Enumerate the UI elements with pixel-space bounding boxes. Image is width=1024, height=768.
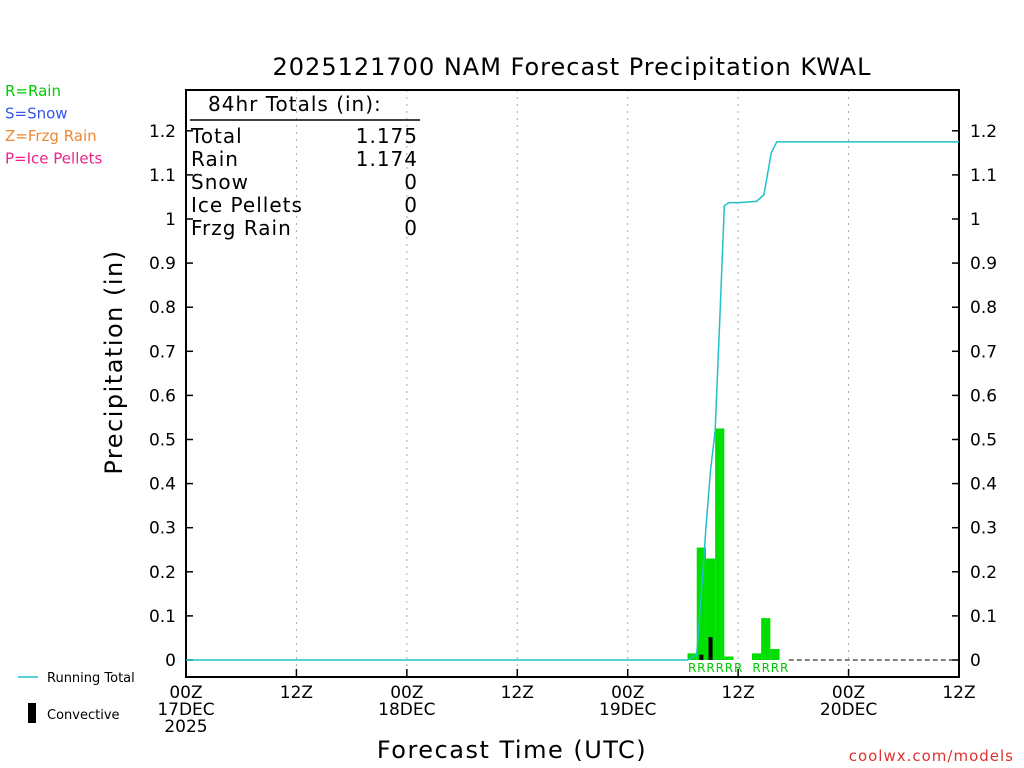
y-tick-label-right: 1 bbox=[970, 210, 981, 230]
y-tick-label: 0.9 bbox=[149, 254, 176, 274]
x-tick-label: 2025 bbox=[164, 717, 207, 737]
x-tick-label: 17DEC bbox=[157, 700, 214, 720]
y-tick-label-right: 0.6 bbox=[970, 386, 997, 406]
precip-type-label: R bbox=[771, 661, 779, 675]
y-tick-label: 0.1 bbox=[149, 607, 176, 627]
precip-type-label: R bbox=[725, 661, 733, 675]
running-total-series bbox=[186, 141, 959, 661]
precip-type-label: R bbox=[688, 661, 696, 675]
totals-row-label: Ice Pellets bbox=[191, 193, 303, 217]
precip-type-label: R bbox=[752, 661, 760, 675]
totals-rows: Total 1.175 Rain 1.174 Snow 0 Ice Pellets 0 Frzg… bbox=[190, 124, 418, 240]
x-tick-label: 12Z bbox=[942, 683, 975, 703]
y-tick-label: 0.4 bbox=[149, 475, 176, 495]
x-tick-label: 18DEC bbox=[378, 700, 435, 720]
precip-type-legend-item: P=Ice Pellets bbox=[5, 150, 102, 168]
precip-type-legend-item: S=Snow bbox=[5, 105, 68, 123]
y-tick-label-right: 0.3 bbox=[970, 519, 997, 539]
x-tick-label: 12Z bbox=[722, 683, 755, 703]
y-tick-label-right: 0.5 bbox=[970, 431, 997, 451]
y-tick-label-right: 0.7 bbox=[970, 342, 997, 362]
running-total-line bbox=[186, 141, 959, 661]
precip-type-legend-item: Z=Frzg Rain bbox=[5, 127, 97, 145]
y-tick-label: 0.3 bbox=[149, 519, 176, 539]
precip-type-label: R bbox=[762, 661, 770, 675]
precip-type-label: R bbox=[780, 661, 788, 675]
y-axis-left: 0 0.1 0.2 0.3 0.4 0.5 0.6 0.7 0.8 0.9 1 1.1 1.2 bbox=[149, 122, 193, 671]
totals-box: 84hr Totals (in): Total 1.175 Rain 1.174 Sno… bbox=[190, 92, 420, 240]
y-tick-label-right: 0.9 bbox=[970, 254, 997, 274]
bottom-legend: Running Total Convective bbox=[18, 671, 135, 723]
totals-row-value: 1.174 bbox=[356, 147, 418, 171]
precip-bar bbox=[705, 558, 716, 660]
y-tick-label: 1.1 bbox=[149, 166, 176, 186]
precip-bar bbox=[761, 618, 771, 660]
convective-bars bbox=[699, 637, 713, 660]
precip-bar bbox=[724, 656, 734, 660]
y-tick-label-right: 0.4 bbox=[970, 475, 997, 495]
y-tick-label: 0.8 bbox=[149, 298, 176, 318]
y-axis-label: Precipitation (in) bbox=[100, 249, 128, 474]
y-tick-label: 0.6 bbox=[149, 386, 176, 406]
precip-type-legend-item: R=Rain bbox=[5, 82, 61, 100]
chart-title: 2025121700 NAM Forecast Precipitation KW… bbox=[273, 53, 872, 81]
precip-type-label: R bbox=[716, 661, 724, 675]
y-tick-label: 0.7 bbox=[149, 342, 176, 362]
totals-heading: 84hr Totals (in): bbox=[208, 92, 382, 116]
y-tick-label: 1.2 bbox=[149, 122, 176, 142]
y-tick-label-right: 1.1 bbox=[970, 166, 997, 186]
precip-bar bbox=[770, 648, 780, 660]
x-tick-label: 00Z bbox=[390, 683, 423, 703]
precip-bar bbox=[715, 428, 725, 660]
convective-legend-label: Convective bbox=[47, 708, 120, 723]
precip-bar bbox=[751, 653, 762, 660]
precip-type-label: R bbox=[697, 661, 705, 675]
precip-type-label: R bbox=[734, 661, 742, 675]
convective-bar bbox=[708, 637, 713, 660]
x-tick-label: 00Z bbox=[169, 683, 202, 703]
precip-bars bbox=[687, 428, 780, 660]
convective-bar bbox=[699, 654, 704, 660]
x-axis-label: Forecast Time (UTC) bbox=[377, 736, 647, 764]
x-tick-label: 12Z bbox=[501, 683, 534, 703]
y-tick-label-right: 0.8 bbox=[970, 298, 997, 318]
y-tick-label-right: 0 bbox=[970, 651, 981, 671]
totals-row-label: Rain bbox=[191, 147, 239, 171]
y-tick-label: 0.2 bbox=[149, 563, 176, 583]
y-tick-label: 0 bbox=[165, 651, 176, 671]
y-tick-label: 1 bbox=[165, 210, 176, 230]
x-tick-label: 19DEC bbox=[599, 700, 656, 720]
watermark: coolwx.com/models bbox=[849, 747, 1014, 765]
y-axis-right: 0 0.1 0.2 0.3 0.4 0.5 0.6 0.7 0.8 0.9 1 1.1 1.2 bbox=[952, 122, 997, 671]
running-total-legend-label: Running Total bbox=[47, 671, 135, 686]
totals-row-label: Snow bbox=[191, 170, 249, 194]
grid-lines bbox=[295, 90, 850, 677]
totals-row-value: 0 bbox=[404, 193, 418, 217]
convective-legend-swatch bbox=[28, 703, 36, 723]
totals-row-label: Total bbox=[190, 124, 243, 148]
totals-row-value: 1.175 bbox=[356, 124, 418, 148]
x-tick-label: 20DEC bbox=[820, 700, 877, 720]
y-tick-label-right: 0.2 bbox=[970, 563, 997, 583]
totals-row-value: 0 bbox=[404, 170, 418, 194]
plot-frame bbox=[185, 89, 960, 678]
y-tick-label-right: 1.2 bbox=[970, 122, 997, 142]
totals-row-value: 0 bbox=[404, 216, 418, 240]
precip-type-label: R bbox=[706, 661, 714, 675]
x-tick-label: 00Z bbox=[611, 683, 644, 703]
x-tick-label: 00Z bbox=[832, 683, 865, 703]
y-tick-label: 0.5 bbox=[149, 431, 176, 451]
x-tick-label: 12Z bbox=[280, 683, 313, 703]
totals-row-label: Frzg Rain bbox=[191, 216, 292, 240]
y-tick-label-right: 0.1 bbox=[970, 607, 997, 627]
precip-type-legend: R=Rain S=Snow Z=Frzg Rain P=Ice Pellets bbox=[5, 82, 102, 168]
